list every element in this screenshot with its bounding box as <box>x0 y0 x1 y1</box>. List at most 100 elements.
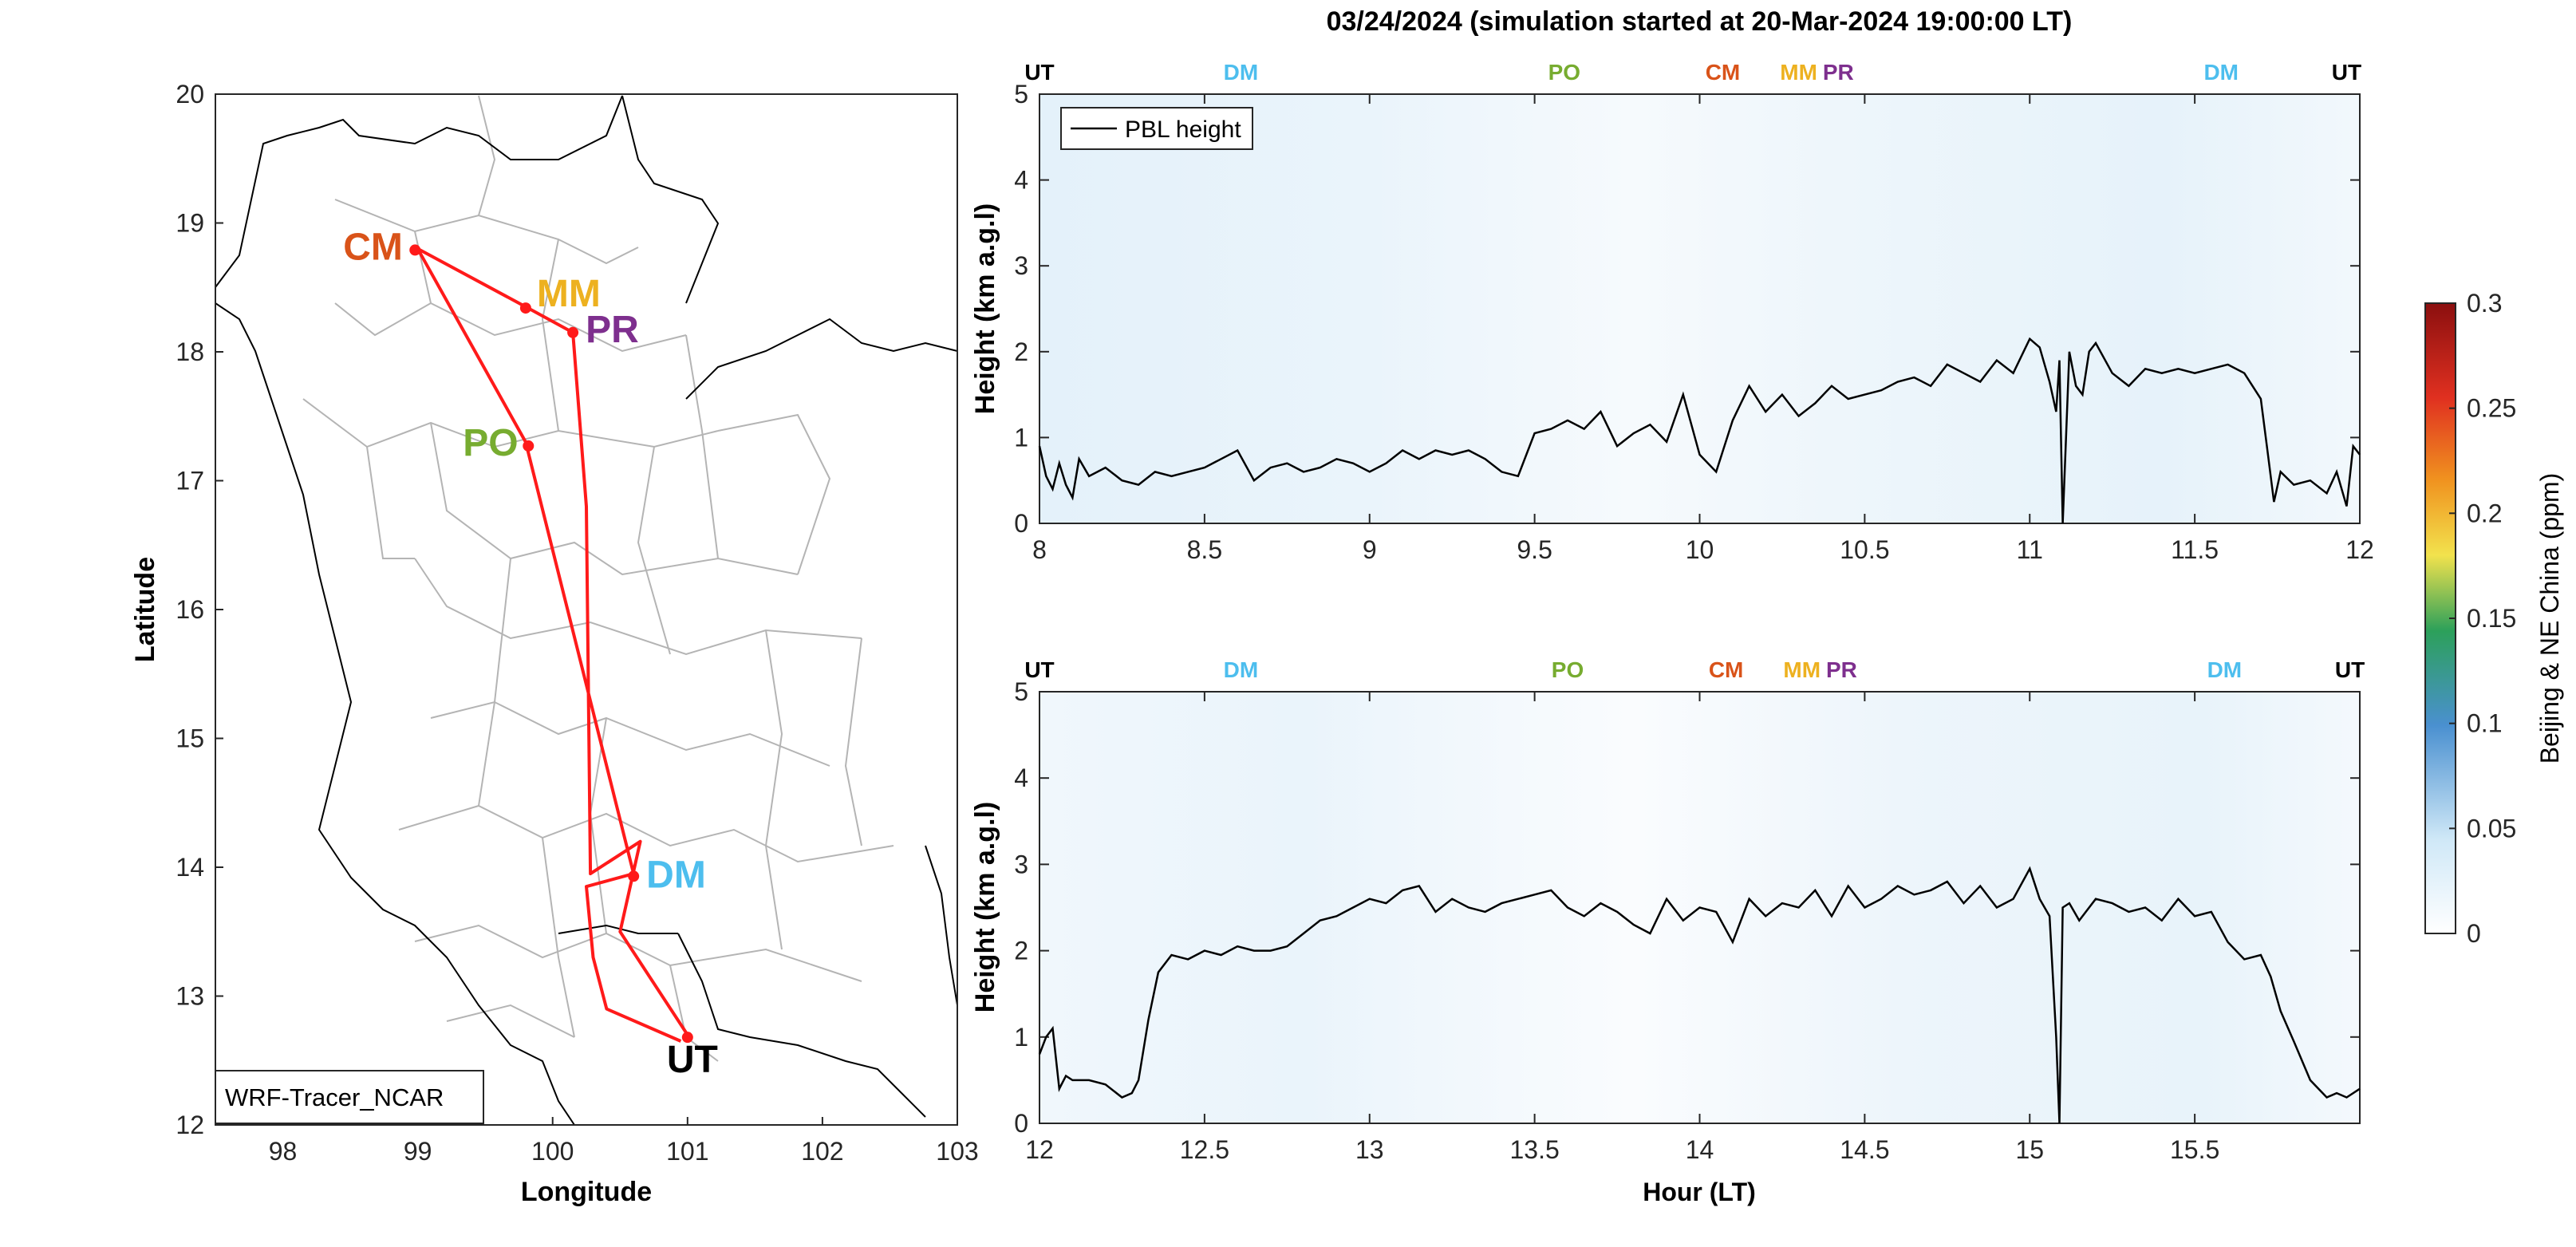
colorbar-tick-label: 0.1 <box>2467 709 2502 738</box>
bottom-y-ticks: 0 1 2 3 4 5 <box>1014 677 2360 1138</box>
bottom-y-tick-label: 0 <box>1014 1109 1028 1138</box>
bottom-x-tick-label: 14 <box>1686 1135 1714 1164</box>
top-x-tick-label: 10 <box>1686 535 1714 564</box>
top-y-tick-label: 4 <box>1014 166 1028 195</box>
top-site-tag-mm: MM <box>1780 60 1817 85</box>
top-x-tick-label: 11.5 <box>2171 535 2219 564</box>
top-pbl-line <box>1038 337 2361 524</box>
top-y-label: Height (km a.g.l) <box>970 203 1000 414</box>
map-y-tick-label: 18 <box>176 337 204 366</box>
model-caption: WRF-Tracer_NCAR <box>225 1083 444 1111</box>
route-layer <box>416 247 689 1043</box>
bottom-site-tag-pr: PR <box>1826 657 1857 682</box>
bottom-site-tag-ut: UT <box>1024 657 1054 682</box>
top-site-markers: UT DM PO CM MM PR DM UT <box>1024 60 2361 85</box>
top-y-tick-label: 1 <box>1014 423 1028 452</box>
bottom-x-tick-label: 12.5 <box>1180 1135 1229 1164</box>
site-marker-po <box>523 440 535 452</box>
top-site-tag-ut: UT <box>1024 60 1054 85</box>
country-border <box>215 95 958 1126</box>
bottom-y-tick-label: 5 <box>1014 677 1028 706</box>
colorbar-ticks: 0 0.05 0.1 0.15 0.2 0.25 0.3 <box>2449 289 2516 948</box>
map-x-tick-label: 100 <box>531 1137 574 1166</box>
bottom-y-tick-label: 2 <box>1014 937 1028 965</box>
site-marker-ut <box>681 1032 693 1044</box>
site-label-ut: UT <box>667 1039 718 1081</box>
top-site-tag-ut: UT <box>2332 60 2361 85</box>
bottom-y-label: Height (km a.g.l) <box>970 802 1000 1012</box>
site-label-cm: CM <box>343 226 403 268</box>
bottom-site-tag-ut: UT <box>2335 657 2365 682</box>
map-y-tick-label: 17 <box>176 467 204 495</box>
map-x-tick-label: 102 <box>801 1137 843 1166</box>
site-label-dm: DM <box>646 854 706 896</box>
top-x-tick-label: 9 <box>1363 535 1377 564</box>
top-y-tick-label: 3 <box>1014 251 1028 280</box>
map-y-ticks: 12 13 14 15 16 17 18 19 20 <box>176 80 223 1139</box>
flight-route <box>416 247 689 1043</box>
top-legend-box <box>1060 107 1253 150</box>
map-x-tick-label: 103 <box>936 1137 978 1166</box>
bottom-x-tick-label: 13.5 <box>1509 1135 1559 1164</box>
map-x-label: Longitude <box>521 1177 652 1207</box>
top-site-tag-cm: CM <box>1706 60 1741 85</box>
bottom-pbl-line <box>1038 866 2361 1124</box>
map-y-tick-label: 15 <box>176 724 204 753</box>
bottom-y-tick-label: 3 <box>1014 850 1028 878</box>
top-y-tick-label: 0 <box>1014 509 1028 538</box>
pbl-bottom-panel: UT DM PO CM MM PR DM UT 12 12.5 13 13.5 14 14.5 15 15.… <box>970 657 2365 1206</box>
province-borders <box>302 95 894 1062</box>
top-x-ticks: 8 8.5 9 9.5 10 10.5 11 11.5 12 <box>1032 94 2374 564</box>
site-label-pr: PR <box>586 309 639 351</box>
figure-title: 03/24/2024 (simulation started at 20-Mar… <box>1327 6 2073 37</box>
colorbar: 0 0.05 0.1 0.15 0.2 0.25 0.3 Beijing & NE Chin… <box>2424 289 2564 948</box>
top-x-tick-label: 8.5 <box>1187 535 1222 564</box>
map-y-tick-label: 14 <box>176 853 204 882</box>
model-caption-box <box>215 1070 484 1124</box>
top-legend: PBL height <box>1060 107 1253 150</box>
top-x-tick-label: 12 <box>2345 535 2374 564</box>
colorbar-tick-label: 0.2 <box>2467 499 2502 527</box>
pbl-top-panel: UT DM PO CM MM PR DM UT 8 8.5 9 9.5 10 10.5 11 11.5 12 … <box>970 60 2374 564</box>
bottom-site-tag-mm: MM <box>1783 657 1821 682</box>
map-y-tick-label: 19 <box>176 209 204 238</box>
top-x-tick-label: 10.5 <box>1840 535 1889 564</box>
site-marker-dm <box>628 870 640 882</box>
map-x-tick-label: 99 <box>404 1137 432 1166</box>
top-site-tag-po: PO <box>1548 60 1580 85</box>
colorbar-tick-label: 0.15 <box>2467 604 2516 633</box>
top-site-tag-dm: DM <box>1224 60 1259 85</box>
bottom-x-label: Hour (LT) <box>1643 1178 1756 1206</box>
bottom-site-markers: UT DM PO CM MM PR DM UT <box>1024 657 2365 682</box>
map-y-tick-label: 12 <box>176 1111 204 1139</box>
top-site-tag-dm: DM <box>2203 60 2239 85</box>
bottom-site-tag-cm: CM <box>1709 657 1744 682</box>
bottom-x-tick-label: 14.5 <box>1840 1135 1889 1164</box>
bottom-y-tick-label: 4 <box>1014 764 1028 792</box>
map-y-tick-label: 13 <box>176 982 204 1011</box>
top-legend-label: PBL height <box>1125 116 1241 143</box>
top-y-tick-label: 2 <box>1014 337 1028 366</box>
top-y-ticks: 0 1 2 3 4 5 <box>1014 80 2360 538</box>
colorbar-tick-label: 0.25 <box>2467 394 2516 423</box>
top-x-tick-label: 9.5 <box>1517 535 1552 564</box>
top-y-tick-label: 5 <box>1014 80 1028 109</box>
colorbar-tick-label: 0 <box>2467 919 2481 948</box>
bottom-y-tick-label: 1 <box>1014 1023 1028 1052</box>
site-marker-pr <box>567 326 579 338</box>
bottom-x-tick-label: 13 <box>1355 1135 1384 1164</box>
bottom-site-tag-dm: DM <box>2207 657 2243 682</box>
bottom-x-tick-label: 15.5 <box>2170 1135 2219 1164</box>
site-label-mm: MM <box>537 273 601 315</box>
colorbar-label: Beijing & NE China (ppm) <box>2535 473 2564 764</box>
map-x-ticks: 98 99 100 101 102 103 <box>269 1117 979 1166</box>
site-label-po: PO <box>463 422 518 464</box>
top-x-tick-label: 8 <box>1032 535 1047 564</box>
bottom-site-tag-po: PO <box>1552 657 1584 682</box>
colorbar-tick-label: 0.3 <box>2467 289 2502 318</box>
map-y-label: Latitude <box>130 557 160 662</box>
map-x-tick-label: 98 <box>269 1137 298 1166</box>
